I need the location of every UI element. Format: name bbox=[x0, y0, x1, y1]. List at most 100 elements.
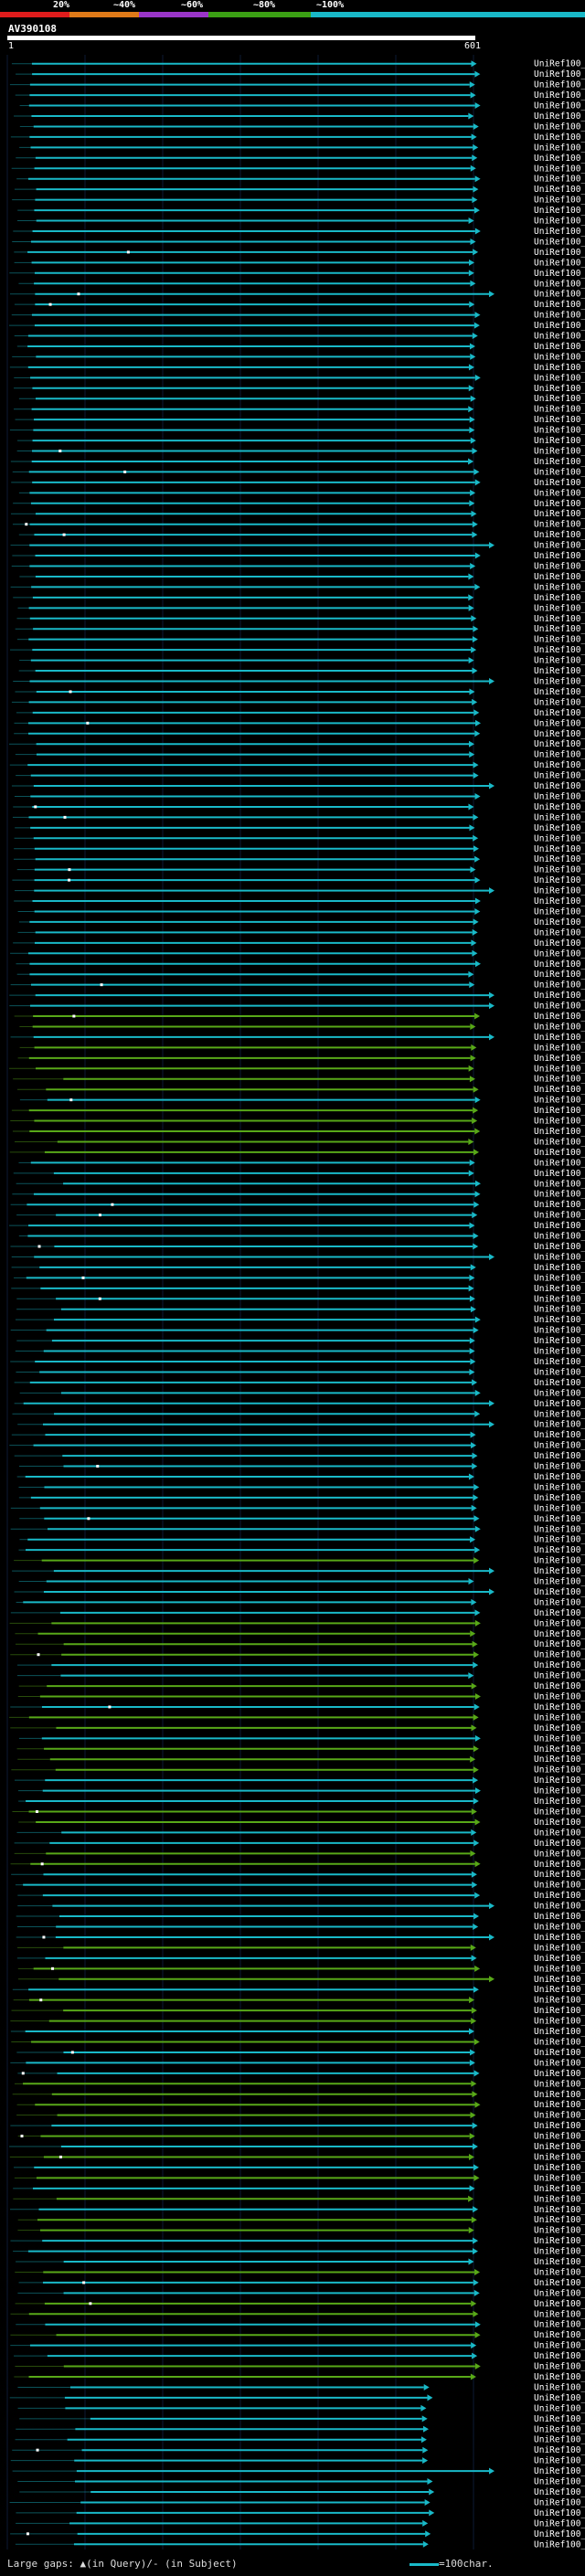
hit-id-label[interactable]: UniRef100_B9R1B2 bbox=[534, 342, 585, 352]
hit-id-label[interactable]: UniRef100_B8RJG2 bbox=[534, 1860, 585, 1870]
hit-id-label[interactable]: UniRef100_A2Q3U1 bbox=[534, 1388, 585, 1398]
hit-id-label[interactable]: UniRef100_Q5KFF2 bbox=[534, 541, 585, 551]
hit-id-label[interactable]: UniRef100_UP1000.. bbox=[534, 760, 585, 770]
hit-id-label[interactable]: UniRef100_B7YL17 bbox=[534, 562, 585, 572]
hit-id-label[interactable]: UniRef100_Q4P424 bbox=[534, 1723, 585, 1733]
hit-id-label[interactable]: UniRef100_B4Q889 bbox=[534, 415, 585, 425]
hit-id-label[interactable]: UniRef100_UP1000.. bbox=[534, 1514, 585, 1524]
hit-id-label[interactable]: UniRef100_B5DK25 bbox=[534, 687, 585, 697]
hit-id-label[interactable]: UniRef100_UP1000.. bbox=[534, 1891, 585, 1901]
hit-id-label[interactable]: UniRef100_Q6JWM4 bbox=[534, 1336, 585, 1346]
hit-id-label[interactable]: UniRef100_Q84M35 bbox=[534, 290, 585, 300]
hit-id-label[interactable]: UniRef100_B3TH60 bbox=[534, 2487, 585, 2497]
hit-id-label[interactable]: UniRef100_A0MME4 bbox=[534, 59, 585, 69]
hit-id-label[interactable]: UniRef100_Q01BG5 bbox=[534, 1054, 585, 1064]
hit-id-label[interactable]: UniRef100_C5Q2R2 bbox=[534, 384, 585, 394]
hit-id-label[interactable]: UniRef100_Q3TT11 bbox=[534, 959, 585, 970]
hit-id-label[interactable]: UniRef100_UP1000.. bbox=[534, 1451, 585, 1461]
hit-id-label[interactable]: UniRef100_A0A0C2 bbox=[534, 69, 585, 80]
hit-id-label[interactable]: UniRef100_Q5CSW9 bbox=[534, 1849, 585, 1859]
hit-id-label[interactable]: UniRef100_UP1000.. bbox=[534, 991, 585, 1001]
hit-id-label[interactable]: UniRef100_B3TM61 bbox=[534, 2539, 585, 2549]
hit-id-label[interactable]: UniRef100_A0A156 bbox=[534, 80, 585, 90]
hit-id-label[interactable]: UniRef100_Q3TIS9 bbox=[534, 1148, 585, 1158]
hit-id-label[interactable]: UniRef100_A8K0D3 bbox=[534, 1367, 585, 1377]
hit-id-label[interactable]: UniRef100_B5DGK8 bbox=[534, 593, 585, 603]
hit-id-label[interactable]: UniRef100_UP1000.. bbox=[534, 2017, 585, 2027]
hit-id-label[interactable]: UniRef100_UP1000.. bbox=[534, 332, 585, 342]
hit-id-label[interactable]: UniRef100_B0VBW2 bbox=[534, 2424, 585, 2434]
hit-id-label[interactable]: UniRef100_B0WUM7 bbox=[534, 352, 585, 362]
hit-id-label[interactable]: UniRef100_A9RE56 bbox=[534, 2132, 585, 2142]
hit-id-label[interactable]: UniRef100_P73234 bbox=[534, 2445, 585, 2455]
hit-id-label[interactable]: UniRef100_C5NM47 bbox=[534, 436, 585, 446]
hit-id-label[interactable]: UniRef100_UP1000.. bbox=[534, 1828, 585, 1838]
hit-id-label[interactable]: UniRef100_UP1000.. bbox=[534, 2215, 585, 2225]
hit-id-label[interactable]: UniRef100_Q9SP17 bbox=[534, 185, 585, 195]
hit-id-label[interactable]: UniRef100_B4N8M5 bbox=[534, 729, 585, 739]
hit-id-label[interactable]: UniRef100_C4WGI2 bbox=[534, 656, 585, 666]
hit-id-label[interactable]: UniRef100_P49154 bbox=[534, 258, 585, 268]
hit-id-label[interactable]: UniRef100_Q9U98B bbox=[534, 279, 585, 289]
hit-id-label[interactable]: UniRef100_A8PYY7 bbox=[534, 2152, 585, 2162]
hit-id-label[interactable]: UniRef100_B3TH48 bbox=[534, 2497, 585, 2507]
hit-id-label[interactable]: UniRef100_Q8GZM9 bbox=[534, 2079, 585, 2089]
hit-id-label[interactable]: UniRef100_C4Q0R6 bbox=[534, 1975, 585, 1985]
hit-id-label[interactable]: UniRef100_UP1000.. bbox=[534, 823, 585, 833]
hit-id-label[interactable]: UniRef100_Q5AH61 bbox=[534, 1786, 585, 1797]
hit-id-label[interactable]: UniRef100_B5DSM5 bbox=[534, 1075, 585, 1085]
hit-id-label[interactable]: UniRef100_Q6C1W7 bbox=[534, 467, 585, 477]
hit-id-label[interactable]: UniRef100_A5ZAJ4 bbox=[534, 2142, 585, 2152]
hit-id-label[interactable]: UniRef100_B3NHE5 bbox=[534, 2194, 585, 2204]
hit-id-label[interactable]: UniRef100_B4GT84 bbox=[534, 708, 585, 718]
hit-id-label[interactable]: UniRef100_Q7QFZ1 bbox=[534, 530, 585, 540]
hit-id-label[interactable]: UniRef100_UP1000.. bbox=[534, 572, 585, 582]
hit-id-label[interactable]: UniRef100_Q8IL02 bbox=[534, 1629, 585, 1639]
hit-id-label[interactable]: UniRef100_B8XJF6 bbox=[534, 1943, 585, 1953]
hit-id-label[interactable]: UniRef100_UP1000.. bbox=[534, 781, 585, 791]
hit-id-label[interactable]: UniRef100_A7LGH1 bbox=[534, 2027, 585, 2037]
hit-id-label[interactable]: UniRef100_UP1000.. bbox=[534, 1681, 585, 1691]
hit-id-label[interactable]: UniRef100_C9J2Y1 bbox=[534, 2037, 585, 2047]
hit-id-label[interactable]: UniRef100_UP1000.. bbox=[534, 1618, 585, 1628]
hit-id-label[interactable]: UniRef100_Q0CC9L bbox=[534, 2163, 585, 2173]
hit-id-label[interactable]: UniRef100_C3HX59 bbox=[534, 624, 585, 634]
hit-id-label[interactable]: UniRef100_Q5VE85 bbox=[534, 1996, 585, 2006]
hit-id-label[interactable]: UniRef100_B8XY17 bbox=[534, 499, 585, 509]
hit-id-label[interactable]: UniRef100_UP1000.. bbox=[534, 1043, 585, 1053]
hit-id-label[interactable]: UniRef100_P51403 bbox=[534, 2247, 585, 2257]
hit-id-label[interactable]: UniRef100_UP1000.. bbox=[534, 1294, 585, 1304]
hit-id-label[interactable]: UniRef100_A5JSS1 bbox=[534, 1022, 585, 1032]
hit-id-label[interactable]: UniRef100_C5SQV6 bbox=[534, 2236, 585, 2246]
hit-id-label[interactable]: UniRef100_B3RPU7 bbox=[534, 1085, 585, 1095]
hit-id-label[interactable]: UniRef100_UP1000.. bbox=[534, 1702, 585, 1712]
hit-id-label[interactable]: UniRef100_B2YI04 bbox=[534, 1158, 585, 1168]
hit-id-label[interactable]: UniRef100_Q07266 bbox=[534, 666, 585, 676]
hit-id-label[interactable]: UniRef100_C1E7D5 bbox=[534, 1409, 585, 1419]
hit-id-label[interactable]: UniRef100_UP1000.. bbox=[534, 1221, 585, 1231]
hit-id-label[interactable]: UniRef100_Q3L9U8 bbox=[534, 1378, 585, 1388]
hit-id-label[interactable]: UniRef100_Q4UFV1 bbox=[534, 2257, 585, 2267]
hit-id-label[interactable]: UniRef100_A1D924 bbox=[534, 2393, 585, 2403]
hit-id-label[interactable]: UniRef100_Q3KQT6 bbox=[534, 865, 585, 875]
hit-id-label[interactable]: UniRef100_Q3TLE5 bbox=[534, 886, 585, 896]
hit-id-label[interactable]: UniRef100_P49688 bbox=[534, 122, 585, 132]
hit-id-label[interactable]: UniRef100_C7E947 bbox=[534, 2477, 585, 2487]
hit-id-label[interactable]: UniRef100_A7PWE1 bbox=[534, 111, 585, 122]
hit-id-label[interactable]: UniRef100_Q9ILL7 bbox=[534, 237, 585, 247]
hit-id-label[interactable]: UniRef100_UP1000.. bbox=[534, 373, 585, 383]
hit-id-label[interactable]: UniRef100_C4Q0R7 bbox=[534, 1964, 585, 1974]
hit-id-label[interactable]: UniRef100_A2QZ07 bbox=[534, 645, 585, 655]
hit-id-label[interactable]: UniRef100_UP1000.. bbox=[534, 1399, 585, 1409]
hit-id-label[interactable]: UniRef100_A2QR96 bbox=[534, 677, 585, 687]
hit-id-label[interactable]: UniRef100_B7G715 bbox=[534, 2403, 585, 2413]
hit-id-label[interactable]: UniRef100_UP1000.. bbox=[534, 1430, 585, 1440]
hit-id-label[interactable]: UniRef100_Q2NDO6 bbox=[534, 227, 585, 237]
hit-id-label[interactable]: UniRef100_Q1EAA8 bbox=[534, 2288, 585, 2298]
hit-id-label[interactable]: UniRef100_Q3T178 bbox=[534, 1179, 585, 1189]
hit-id-label[interactable]: UniRef100_B5DK03 bbox=[534, 1190, 585, 1200]
hit-id-label[interactable]: UniRef100_P46791 bbox=[534, 2435, 585, 2445]
hit-id-label[interactable]: UniRef100_B5F6V9 bbox=[534, 1096, 585, 1106]
hit-id-label[interactable]: UniRef100_B6HGH1 bbox=[534, 1545, 585, 1555]
hit-id-label[interactable]: UniRef100_A6WJZ1 bbox=[534, 1535, 585, 1545]
